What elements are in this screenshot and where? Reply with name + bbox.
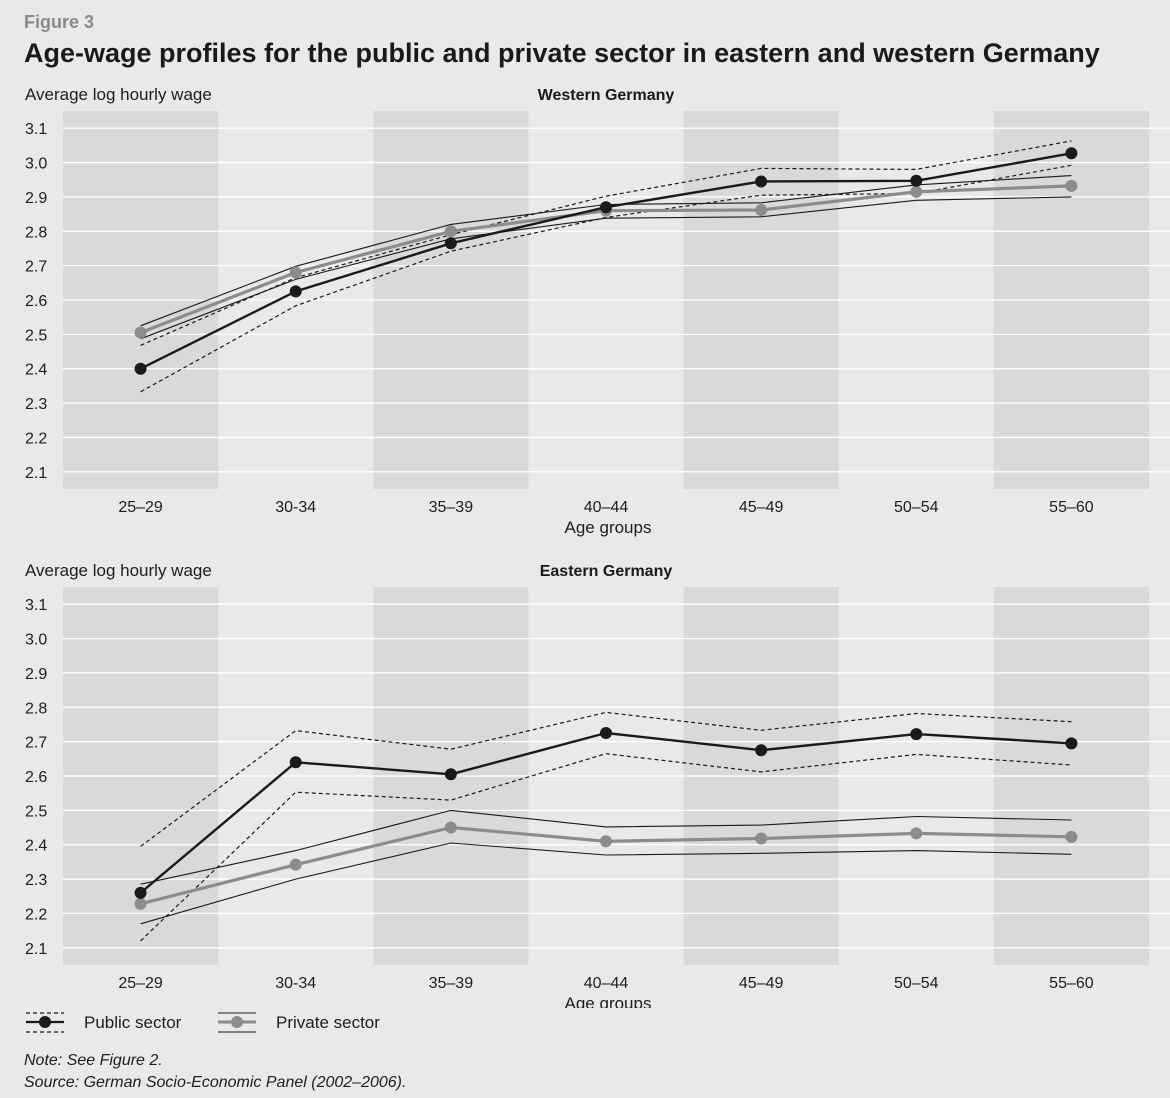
x-tick-label-35-39: 35–39 (429, 975, 474, 992)
x-tick-label-35-39: 35–39 (429, 499, 474, 516)
private-sector-upper-bound (140, 175, 1072, 327)
public-sector-point-40-44 (600, 201, 612, 214)
public-sector-point-55-60 (1065, 147, 1078, 160)
x-tick-label-40-44: 40–44 (584, 499, 629, 516)
y-tick-label: 2.7 (25, 735, 47, 752)
private-sector-point-30-34 (289, 858, 302, 871)
public-sector-point-55-60 (1065, 737, 1078, 750)
private-sector-point-50-54 (910, 827, 923, 840)
y-tick-label: 2.3 (25, 872, 47, 889)
figure-source: Source: German Socio-Economic Panel (200… (24, 1074, 407, 1091)
private-sector-point-40-44 (600, 835, 612, 848)
chart-title: Western Germany (538, 87, 675, 104)
x-axis-label: Age groups (565, 994, 652, 1008)
public-sector-upper-bound (140, 140, 1072, 346)
y-axis-label: Average log hourly wage (25, 85, 212, 104)
y-tick-label: 3.1 (25, 597, 47, 614)
private-sector-legend-icon (218, 1012, 256, 1033)
public-sector-point-50-54 (910, 728, 923, 741)
public-sector-upper-bound (140, 711, 1072, 847)
y-tick-label: 2.2 (25, 906, 47, 923)
x-tick-label-30-34: 30-34 (275, 975, 316, 992)
y-tick-label: 2.1 (25, 941, 47, 958)
y-tick-label: 2.4 (25, 362, 47, 379)
private-sector-lower-bound (140, 842, 1072, 925)
public-sector-lower-bound (140, 753, 1072, 942)
y-tick-label: 2.6 (25, 769, 47, 786)
x-tick-label-55-60: 55–60 (1049, 499, 1094, 516)
y-tick-label: 2.4 (25, 838, 47, 855)
public-sector-point-45-49 (755, 744, 768, 757)
figure-label: Figure 3 (24, 12, 95, 32)
x-tick-label-25-29: 25–29 (118, 975, 163, 992)
public-sector-point-35-39 (444, 768, 457, 781)
private-sector-point-50-54 (910, 185, 923, 198)
private-sector-upper-bound (140, 809, 1072, 885)
private-sector-point-45-49 (755, 832, 768, 845)
y-tick-label: 2.8 (25, 224, 47, 241)
x-tick-label-30-34: 30-34 (275, 499, 316, 516)
private-sector-point-55-60 (1065, 179, 1078, 192)
public-sector-point-30-34 (289, 285, 302, 298)
x-tick-label-25-29: 25–29 (118, 499, 163, 516)
x-tick-label-45-49: 45–49 (739, 975, 784, 992)
private-sector-point-30-34 (289, 266, 302, 279)
y-tick-label: 2.6 (25, 293, 47, 310)
x-tick-label-45-49: 45–49 (739, 499, 784, 516)
private-sector-point-25-29 (134, 897, 147, 910)
private-sector-legend-label: Private sector (276, 1013, 380, 1032)
private-sector-point-35-39 (444, 821, 457, 834)
public-sector-point-25-29 (134, 886, 147, 899)
public-sector-point-50-54 (910, 174, 923, 187)
private-sector-point-35-39 (444, 225, 457, 238)
y-tick-label: 3.0 (25, 156, 47, 173)
private-sector-point-55-60 (1065, 830, 1078, 843)
y-axis-label: Average log hourly wage (25, 561, 212, 580)
x-tick-label-40-44: 40–44 (584, 975, 629, 992)
y-tick-label: 2.8 (25, 700, 47, 717)
y-tick-label: 2.1 (25, 465, 47, 482)
eastern-germany-chart: 2.1 2.2 2.3 2.4 2.5 2.6 2.7 2.8 2.9 3.0 3.1 Average… (25, 561, 1170, 1008)
public-sector-line (140, 152, 1072, 370)
public-sector-point-35-39 (444, 237, 457, 250)
y-tick-label: 3.0 (25, 632, 47, 649)
western-germany-chart: 2.1 2.2 2.3 2.4 2.5 2.6 2.7 2.8 2.9 3.0 3.1 Average… (25, 85, 1170, 537)
figure-note: Note: See Figure 2. (24, 1052, 163, 1069)
private-sector-point-45-49 (755, 203, 768, 216)
public-sector-legend-label: Public sector (84, 1013, 182, 1032)
y-tick-label: 2.9 (25, 666, 47, 683)
public-sector-point-30-34 (289, 756, 302, 769)
y-tick-label: 3.1 (25, 121, 47, 138)
x-tick-label-55-60: 55–60 (1049, 975, 1094, 992)
y-tick-label: 2.9 (25, 190, 47, 207)
y-tick-label: 2.3 (25, 396, 47, 413)
public-sector-legend-icon (26, 1012, 64, 1033)
private-sector-point-25-29 (134, 326, 147, 339)
y-tick-label: 2.5 (25, 327, 47, 344)
x-axis-label: Age groups (565, 518, 652, 537)
public-sector-point-40-44 (600, 727, 612, 740)
y-tick-label: 2.2 (25, 430, 47, 447)
x-tick-label-50-54: 50–54 (894, 499, 939, 516)
y-tick-label: 2.5 (25, 803, 47, 820)
x-tick-label-50-54: 50–54 (894, 975, 939, 992)
y-tick-label: 2.7 (25, 259, 47, 276)
chart-title: Eastern Germany (540, 563, 673, 580)
figure-title: Age-wage profiles for the public and pri… (24, 38, 1100, 68)
public-sector-point-45-49 (755, 175, 768, 188)
private-sector-lower-bound (140, 196, 1072, 340)
public-sector-point-25-29 (134, 362, 147, 375)
